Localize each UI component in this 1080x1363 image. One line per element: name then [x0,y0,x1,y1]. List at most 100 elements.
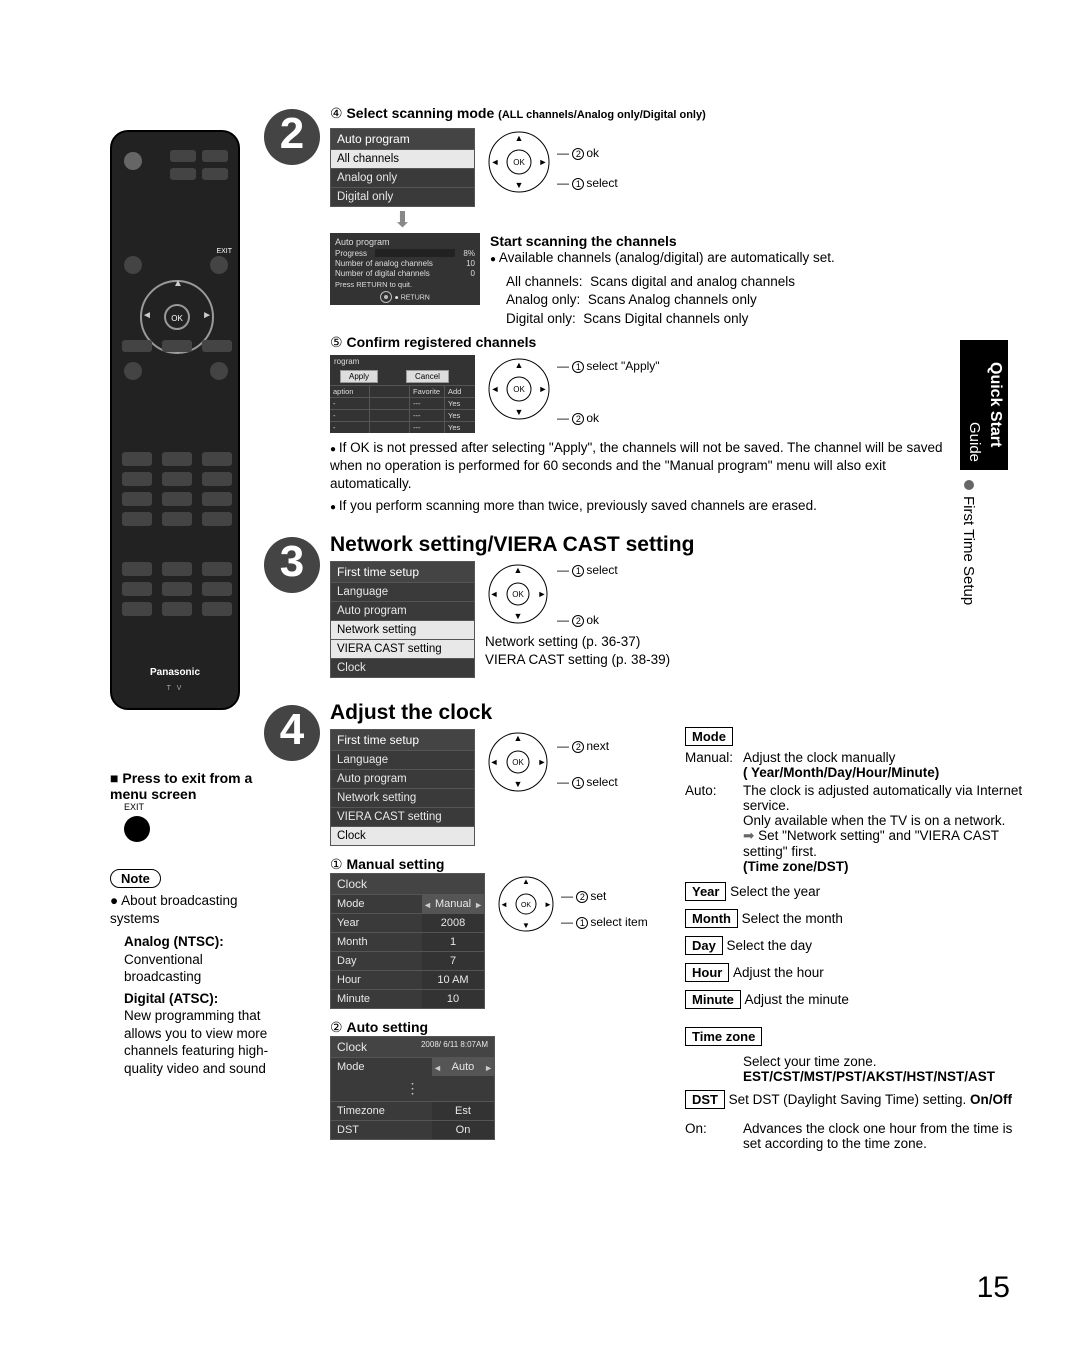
prog-quit: Press RETURN to quit. [335,280,475,289]
remote-btn [124,256,142,274]
mini-2: 2 [572,741,584,753]
down-arrow-icon: ⬇ [330,207,475,233]
def-on: On:Advances the clock one hour from the … [685,1121,1025,1151]
svg-text:▼: ▼ [515,180,524,190]
anno-ok-text: ok [586,146,599,160]
tz-box: Time zone [685,1027,762,1046]
remote-btn [202,452,232,466]
cv: 1 [422,933,484,951]
mini-1: 1 [576,917,588,929]
prog-return: ● RETURN [395,294,430,301]
circled-1: ① [330,856,343,872]
remote-btn [202,150,228,162]
remote-btn [210,362,228,380]
mini-2: 2 [572,615,584,627]
scan-head: Start scanning the channels [490,233,968,249]
digital-head: Digital (ATSC): [124,991,218,1006]
apply-box: rogram Apply Cancel aptionFavoriteAdd --… [330,355,475,433]
progress-box: Auto program Progress8% Number of analog… [330,233,480,305]
clock-row: Hour10 AM [331,970,484,989]
cancel-btn: Cancel [406,370,449,383]
month-v: Select the month [742,911,843,926]
remote-btn [202,562,232,576]
dst-box: DST [685,1090,725,1109]
main-content: 2 ④ Select scanning mode (ALL channels/A… [268,105,968,1199]
def-hour: Hour Adjust the hour [685,963,1025,986]
note-body: About broadcasting systems Analog (NTSC)… [110,892,270,1077]
note-digital: Digital (ATSC): New programming that all… [124,990,270,1078]
first-time-setup-menu-2: First time setup Language Auto program N… [330,729,475,846]
step-4-badge: 4 [264,705,320,761]
cl: Mode [331,1058,432,1076]
circled-5: ⑤ [330,334,343,350]
remote-btn [162,562,192,576]
scan-l3a: Digital only: [506,311,576,326]
anno-apply-text: select "Apply" [586,359,659,373]
scan-lines: All channels: Scans digital and analog c… [506,273,968,328]
def-dst: DST Set DST (Daylight Saving Time) setti… [685,1090,1025,1113]
clock-row: Year2008 [331,913,484,932]
anno-selitem: — 1select item [561,915,648,929]
step4-headline: ④ Select scanning mode (ALL channels/Ana… [330,105,968,122]
v1: Adjust the clock manually [743,750,895,765]
tri-l-icon: ◄ [423,900,432,910]
scan-b1: Available channels (analog/digital) are … [490,249,968,267]
step-4-content: Adjust the clock First time setup Langua… [330,701,968,1140]
ok-pad-icon: OK ▲ ▼ ◄ ► [485,729,551,795]
tz-b: EST/CST/MST/PST/AKST/HST/NST/AST [743,1069,995,1084]
mini-2: 2 [572,148,584,160]
cv: ◄Manual► [422,895,484,913]
remote-btn [122,602,152,616]
on-k: On: [685,1121,743,1136]
minute-box: Minute [685,990,741,1009]
svg-text:OK: OK [513,158,525,167]
svg-text:▲: ▲ [515,360,524,370]
cl: DST [331,1121,432,1139]
exit-button-icon [124,816,150,842]
exit-small-label: EXIT [124,802,260,812]
arrow-icon [743,828,758,843]
page-number: 15 [977,1271,1010,1305]
step-3-badge: 3 [264,537,320,593]
v2: The clock is adjusted automatically via … [743,783,1022,813]
def-auto: Auto: The clock is adjusted automaticall… [685,783,1025,874]
v: Adjust the clock manually( Year/Month/Da… [743,750,1025,780]
remote-brand: Panasonic [112,667,238,678]
okpad-anno: OK ▲ ▼ ◄ ► — 2ok — 1select [485,128,645,198]
headline-small: (ALL channels/Analog only/Digital only) [498,109,706,121]
clock-table-2: Clock2008/ 6/11 8:07AM Mode◄Auto► ⋮ Time… [330,1036,495,1140]
remote-btn [162,492,192,506]
headline-text: Select scanning mode [346,105,494,121]
clock-row: Day7 [331,951,484,970]
scan-l2b: Scans Analog channels only [588,292,757,307]
remote-btn [122,562,152,576]
year-box: Year [685,882,726,901]
svg-text:▲: ▲ [515,133,524,143]
grid-head: aptionFavoriteAdd [330,385,475,397]
def-manual: Manual:Adjust the clock manually( Year/M… [685,750,1025,780]
minute-v: Adjust the minute [745,992,849,1007]
def-day: Day Select the day [685,936,1025,959]
cv: 10 [422,990,484,1008]
scan-l1b: Scans digital and analog channels [590,274,795,289]
anno-ok: — 2ok [557,146,599,160]
remote-btn [162,452,192,466]
remote-btn [122,582,152,596]
menu-item: Auto program [331,769,474,788]
remote-btn [162,602,192,616]
cl: Year [331,914,422,932]
scan-l1: All channels: Scans digital and analog c… [506,273,968,291]
mini-2: 2 [572,413,584,425]
scan-l2a: Analog only: [506,292,580,307]
clock-row: Minute10 [331,989,484,1008]
row-progress: Auto program Progress8% Number of analog… [330,233,968,328]
menu-item: Analog only [331,168,474,187]
clock-row: Mode◄Auto► [331,1057,494,1076]
step3-row: First time setup Language Auto program N… [330,561,968,678]
digital-lbl: Number of digital channels [335,269,430,278]
ref1: Network setting (p. 36-37) [485,633,685,651]
cv: ◄Auto► [432,1058,494,1076]
progress-bar [375,249,455,257]
tri-r-icon: ► [474,900,483,910]
on-v: Advances the clock one hour from the tim… [743,1121,1025,1151]
